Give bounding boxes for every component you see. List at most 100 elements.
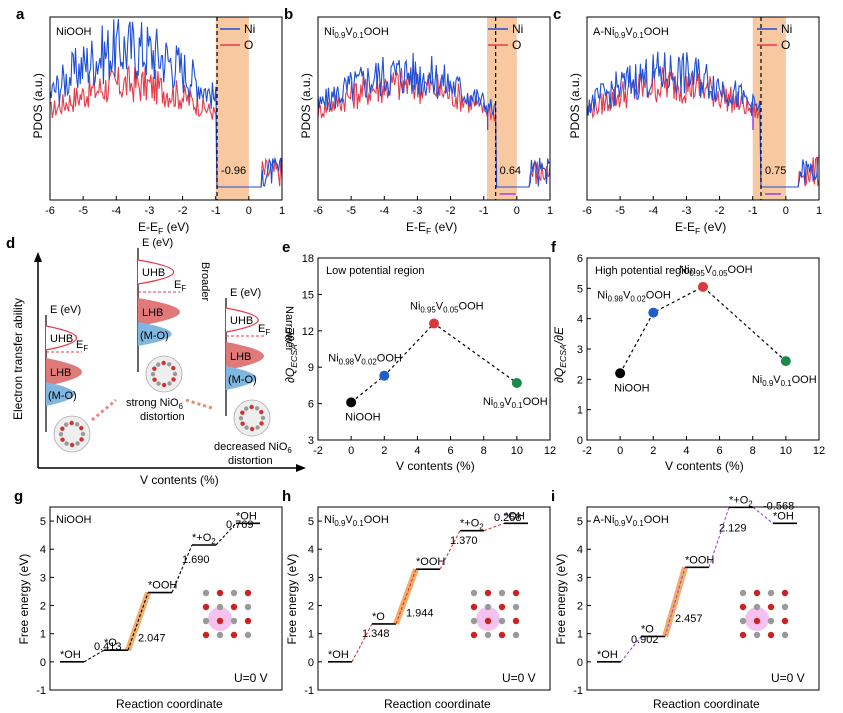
x-tick-label: -1	[748, 205, 758, 217]
x-tick-label: -2	[178, 205, 188, 217]
legend-o: O	[244, 38, 253, 52]
x-tick-label: 1	[816, 205, 822, 217]
lattice-atom	[244, 425, 249, 430]
lattice-atom	[60, 426, 65, 431]
lattice-atom	[244, 617, 252, 625]
data-point	[648, 307, 659, 318]
x-tick-label: -5	[615, 205, 625, 217]
x-tick-label: 6	[448, 445, 454, 457]
state-label: *O	[641, 623, 654, 635]
lattice-atom	[249, 426, 255, 432]
lattice-atom	[60, 437, 65, 442]
panel-title: Ni0.9V0.1OOH	[324, 26, 389, 40]
x-tick-label: -2	[446, 205, 456, 217]
x-tick-label: -4	[379, 205, 389, 217]
potential-label: U=0 V	[234, 671, 268, 685]
arrowhead	[296, 464, 306, 472]
lhb-band	[46, 358, 82, 386]
lattice-atom	[498, 603, 506, 611]
lattice-atom	[202, 631, 210, 639]
lattice-atom	[739, 589, 747, 597]
y-tick-label: 1	[577, 629, 583, 641]
distortion-caption: distortion	[140, 411, 185, 423]
x-tick-label: -5	[78, 205, 88, 217]
uhb-label: UHB	[142, 267, 165, 279]
state-label: *O	[372, 611, 385, 623]
x-tick-label: -2	[715, 205, 725, 217]
uhb-band	[45, 325, 78, 351]
y-tick-label: 4	[577, 314, 583, 326]
lattice-atom	[484, 631, 492, 639]
pdos-panel-b: 0.64 -6 -5 -4 -3 -2 -1 0 1 E-EF (eV) PDOS (a.u.) b N…	[284, 6, 553, 236]
step-energy: 2.457	[675, 613, 703, 625]
y-tick-label: 5	[577, 283, 583, 295]
mo-label: (M-O)	[48, 390, 77, 402]
distortion-caption: strong NiO6	[126, 397, 184, 411]
panel-title: NiOOH	[56, 514, 92, 526]
lattice-atom	[150, 372, 156, 377]
mo-band	[138, 322, 172, 346]
narrower-label: Narrower	[283, 306, 295, 352]
lattice-atom	[216, 603, 224, 611]
lattice-atom	[753, 603, 761, 611]
lattice-atom	[260, 415, 266, 421]
lattice-atom	[202, 603, 210, 611]
step-energy: 1.348	[362, 628, 390, 640]
energy-panel-i: i A-Ni0.9V0.1OOH -1 0 1 2 3 4 5 Reaction coordina…	[551, 488, 805, 711]
x-axis-label: Reaction coordinate	[653, 697, 760, 711]
lattice-atom	[498, 617, 506, 625]
x-tick-label: -3	[145, 205, 155, 217]
y-tick-label: 0	[308, 657, 314, 669]
panel-label: g	[14, 488, 23, 505]
y-tick-label: 3	[308, 572, 314, 584]
x-tick-label: -3	[413, 205, 423, 217]
y-tick-label: -1	[36, 685, 46, 697]
data-point	[615, 368, 626, 379]
step-energy: 0.902	[631, 634, 659, 646]
uhb-label: UHB	[230, 315, 253, 327]
x-tick-label: 12	[813, 445, 825, 457]
y-tick-label: 4	[40, 544, 46, 556]
x-tick-label: 2	[650, 445, 656, 457]
y-tick-label: 3	[40, 572, 46, 584]
lhb-band	[226, 342, 264, 370]
lattice-atom	[244, 589, 252, 597]
x-tick-label: 0	[348, 445, 354, 457]
fermi-label: EF	[174, 279, 186, 293]
x-tick-label: -1	[479, 205, 489, 217]
x-tick-label: 6	[717, 445, 723, 457]
y-axis-label: Free energy (eV)	[554, 554, 568, 645]
lattice-atom	[484, 603, 492, 611]
connector	[127, 592, 149, 651]
lattice-atom	[781, 617, 789, 625]
y-axis-label: PDOS (a.u.)	[568, 73, 582, 138]
lattice-atom	[767, 603, 775, 611]
lattice-atom	[753, 631, 761, 639]
energy-axis-label: E (eV)	[230, 287, 261, 299]
lattice-atom	[244, 406, 249, 411]
lattice-atom	[171, 377, 176, 382]
x-tick-label: -1	[211, 205, 221, 217]
x-tick-label: 4	[414, 445, 420, 457]
y-tick-label: 0	[40, 657, 46, 669]
point-label: Ni0.95V0.05OOH	[410, 301, 484, 315]
x-tick-label: -4	[648, 205, 658, 217]
lattice-cluster	[233, 399, 271, 437]
x-tick-label: -4	[111, 205, 121, 217]
y-tick-label: 18	[302, 253, 314, 265]
lattice-atom	[230, 631, 238, 639]
state-label: *OH	[597, 649, 618, 661]
y-tick-label: 0	[577, 657, 583, 669]
edge-value: -0.96	[221, 165, 246, 177]
y-tick-label: 4	[308, 544, 314, 556]
panel-title: Ni0.9V0.1OOH	[324, 514, 389, 528]
lattice-atom	[64, 422, 69, 427]
y-tick-label: 2	[308, 601, 314, 613]
point-label: NiOOH	[345, 411, 381, 423]
lattice-atom	[512, 617, 520, 625]
lattice-atom	[161, 360, 166, 366]
lattice-atom	[470, 631, 478, 639]
x-tick-label: -2	[313, 445, 323, 457]
state-label: *+O2	[729, 494, 753, 508]
